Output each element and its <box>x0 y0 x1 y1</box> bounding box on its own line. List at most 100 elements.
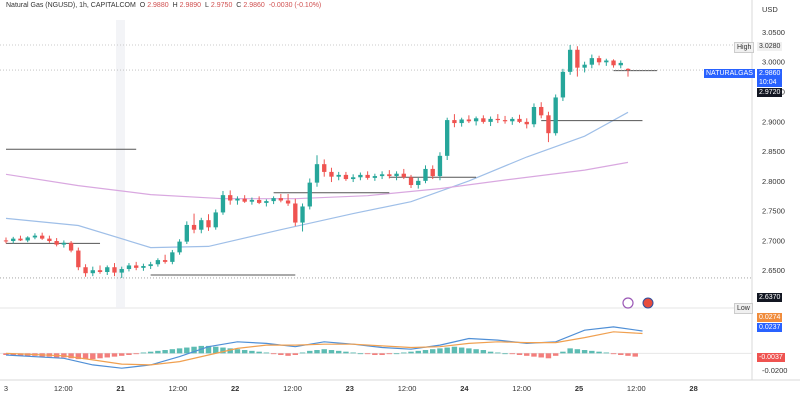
macd-hist-bar <box>610 353 617 355</box>
time-tick-label: 12:00 <box>283 384 302 393</box>
macd-hist-bar <box>451 346 458 354</box>
candle-body <box>242 198 247 202</box>
event-clock-icon[interactable] <box>622 297 634 309</box>
macd-hist-bar <box>422 350 429 354</box>
macd-hist-bar <box>278 353 284 355</box>
candle-body <box>314 164 320 183</box>
candle-body <box>271 198 276 202</box>
macd-hist-bar <box>538 353 544 358</box>
candle-body <box>531 106 537 125</box>
macd-hist-bar <box>357 353 364 355</box>
candle-body <box>459 119 464 124</box>
candle-body <box>184 224 189 242</box>
macd-hist-bar <box>68 353 74 359</box>
time-tick-label: 21 <box>116 384 124 393</box>
event-icons[interactable] <box>622 297 654 309</box>
macd-line <box>5 326 643 369</box>
candle-body <box>3 240 9 242</box>
macd-hist-bar <box>372 353 378 355</box>
macd-hist-bar <box>487 351 494 354</box>
macd-hist-bar <box>458 347 465 354</box>
candle-body <box>604 60 609 63</box>
candle-body <box>524 121 529 125</box>
sma-slow-line <box>5 161 629 200</box>
time-ticks: 3 12:00 21 12:00 22 12:00 23 12:00 24 12:00 25 12:0… <box>4 20 698 393</box>
candle-body <box>365 174 370 178</box>
candle-body <box>350 177 356 180</box>
macd-hist-bar <box>97 353 103 359</box>
candle-body <box>408 177 414 186</box>
candle-body <box>437 155 443 177</box>
candle-body <box>119 269 124 273</box>
symbol-badge: NATURALGAS <box>704 69 755 78</box>
low-value: 2.9750 <box>210 2 233 9</box>
candle-body <box>329 171 334 177</box>
macd-hist-bar <box>415 350 421 354</box>
macd-hist-bar <box>524 353 530 356</box>
time-tick-label: 12:00 <box>627 384 646 393</box>
open-value: 2.9880 <box>147 2 169 9</box>
time-tick-label: 25 <box>575 384 583 393</box>
price-tick-label: 3.0000 <box>762 58 785 67</box>
low-badge-label: Low <box>737 305 750 312</box>
macd-hist-bar <box>480 350 487 354</box>
candle-body <box>510 118 515 122</box>
candle-body <box>112 267 117 273</box>
event-flag-icon[interactable] <box>642 297 654 309</box>
price-tick-label: 2.7500 <box>762 207 785 216</box>
price-ticks: 3.05003.00002.95002.90002.85002.80002.75… <box>762 28 785 275</box>
time-tick-label: 12:00 <box>398 384 417 393</box>
high-badge-label: High <box>737 44 752 51</box>
candles <box>3 45 631 278</box>
candle-body <box>155 260 161 265</box>
last-price: 2.9860 <box>759 70 781 77</box>
candle-body <box>481 118 486 122</box>
macd-hist-bar <box>509 353 515 355</box>
time-tick-label: 28 <box>689 384 697 393</box>
macd-hist-bar <box>241 350 248 354</box>
candle-body <box>126 265 132 270</box>
symbol-badge-label: NATURALGAS <box>706 70 753 77</box>
candle-body <box>379 174 385 177</box>
macd-hist-bar <box>3 353 9 355</box>
macd-hist-bar <box>314 350 320 354</box>
high-badge: High <box>734 42 755 53</box>
macd-hist-bar <box>444 347 450 354</box>
candle-body <box>589 58 595 65</box>
candle-body <box>191 224 197 230</box>
candle-body <box>170 252 175 262</box>
candle-body <box>596 58 602 63</box>
macd-hist-bar <box>379 353 385 355</box>
macd-hist-bar <box>350 352 356 354</box>
macd-hist-bar <box>632 353 638 357</box>
candle-body <box>618 62 623 66</box>
candle-body <box>249 199 255 202</box>
macd-hist-bar <box>285 353 291 356</box>
symbol-title: Natural Gas (NGUSD), 1h, CAPITALCOM <box>6 2 136 9</box>
macd-hist-bar <box>75 353 82 360</box>
sma-fast-path <box>5 111 629 249</box>
candle-body <box>336 174 341 177</box>
time-tick-label: 12:00 <box>512 384 531 393</box>
macd-hist-bar <box>581 350 588 354</box>
macd-hist-bar <box>618 353 624 355</box>
currency-label: USD <box>762 5 778 14</box>
macd-hist-bar <box>567 348 573 354</box>
macd-hist-bar <box>386 353 393 355</box>
macd-hist-bar <box>90 353 96 360</box>
macd-hist-bar <box>401 352 407 354</box>
macd-hist-bar <box>213 346 219 354</box>
chart-header: Natural Gas (NGUSD), 1h, CAPITALCOM O 2.9… <box>6 2 323 9</box>
macd-hist-bar <box>256 351 262 354</box>
macd-hist-bar <box>126 353 132 355</box>
close-value: 2.9860 <box>243 2 265 9</box>
time-tick-label: 3 <box>4 384 8 393</box>
candle-body <box>264 201 269 203</box>
macd-hist-bar <box>133 353 139 355</box>
candle-body <box>539 106 544 116</box>
sma-fast-line <box>5 111 629 249</box>
macd-value: 0.0274 <box>759 314 781 321</box>
signal-value-badge: 0.0237 <box>757 323 783 332</box>
